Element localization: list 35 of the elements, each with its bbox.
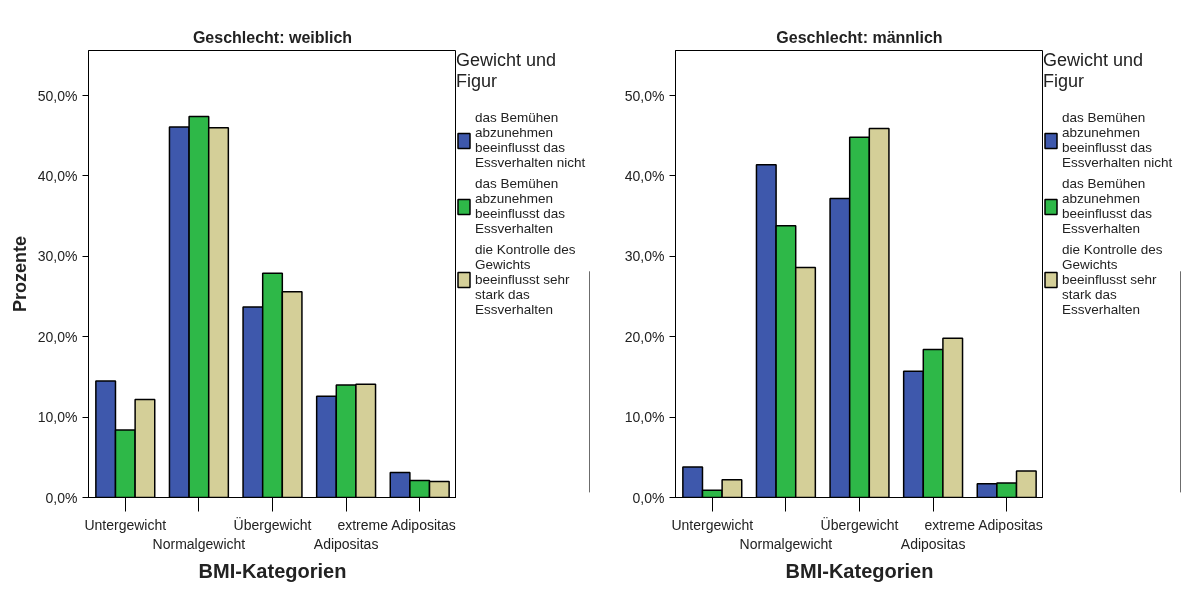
x-tick-label: Normalgewicht	[739, 535, 833, 552]
legend-label: das Bemühen abzunehmen beeinflusst das Essverhalten	[475, 176, 566, 236]
x-tick-label: Übergewicht	[820, 515, 899, 533]
y-tick-label: 0,0%	[632, 489, 665, 506]
y-tick-label: 10,0%	[624, 409, 665, 426]
legend-title: Gewicht und Figur	[1043, 50, 1145, 92]
y-tick-label: 0,0%	[45, 489, 78, 506]
y-tick-label: 20,0%	[624, 328, 665, 345]
y-tick-label: 20,0%	[37, 328, 78, 345]
x-tick-label: Normalgewicht	[152, 535, 246, 552]
legend-label: das Bemühen abzunehmen beeinflusst das Essverhalten nicht	[475, 110, 586, 170]
x-tick-label: extreme Adipositas	[924, 516, 1043, 533]
x-tick-label: Übergewicht	[233, 515, 312, 533]
y-tick-label: 10,0%	[37, 409, 78, 426]
legend-label: die Kontrolle des Gewichts beeinflusst sehr stark das Essverhalten	[1062, 242, 1163, 317]
chart-title: Geschlecht: männlich	[776, 28, 943, 46]
x-tick-label: Adipositas	[900, 535, 966, 552]
y-tick-label: 50,0%	[37, 87, 78, 104]
legend-label: das Bemühen abzunehmen beeinflusst das Essverhalten nicht	[1062, 110, 1173, 170]
chart-title: Geschlecht: weiblich	[192, 28, 353, 46]
x-tick-label: Adipositas	[313, 535, 379, 552]
x-axis-title: BMI-Kategorien	[198, 559, 347, 582]
legend-label: die Kontrolle des Gewichts beeinflusst sehr stark das Essverhalten	[475, 242, 576, 317]
legend-title: Gewicht und Figur	[456, 50, 558, 92]
x-tick-label: extreme Adipositas	[337, 516, 456, 533]
x-tick-label: Untergewicht	[84, 516, 167, 533]
y-axis-title: Prozente	[9, 235, 30, 313]
legend-label: das Bemühen abzunehmen beeinflusst das Essverhalten	[1062, 176, 1153, 236]
y-tick-label: 30,0%	[624, 248, 665, 265]
y-tick-label: 30,0%	[37, 248, 78, 265]
x-axis-title: BMI-Kategorien	[785, 559, 934, 582]
y-tick-label: 40,0%	[624, 167, 665, 184]
y-tick-label: 40,0%	[37, 167, 78, 184]
y-tick-label: 50,0%	[624, 87, 665, 104]
x-tick-label: Untergewicht	[671, 516, 754, 533]
